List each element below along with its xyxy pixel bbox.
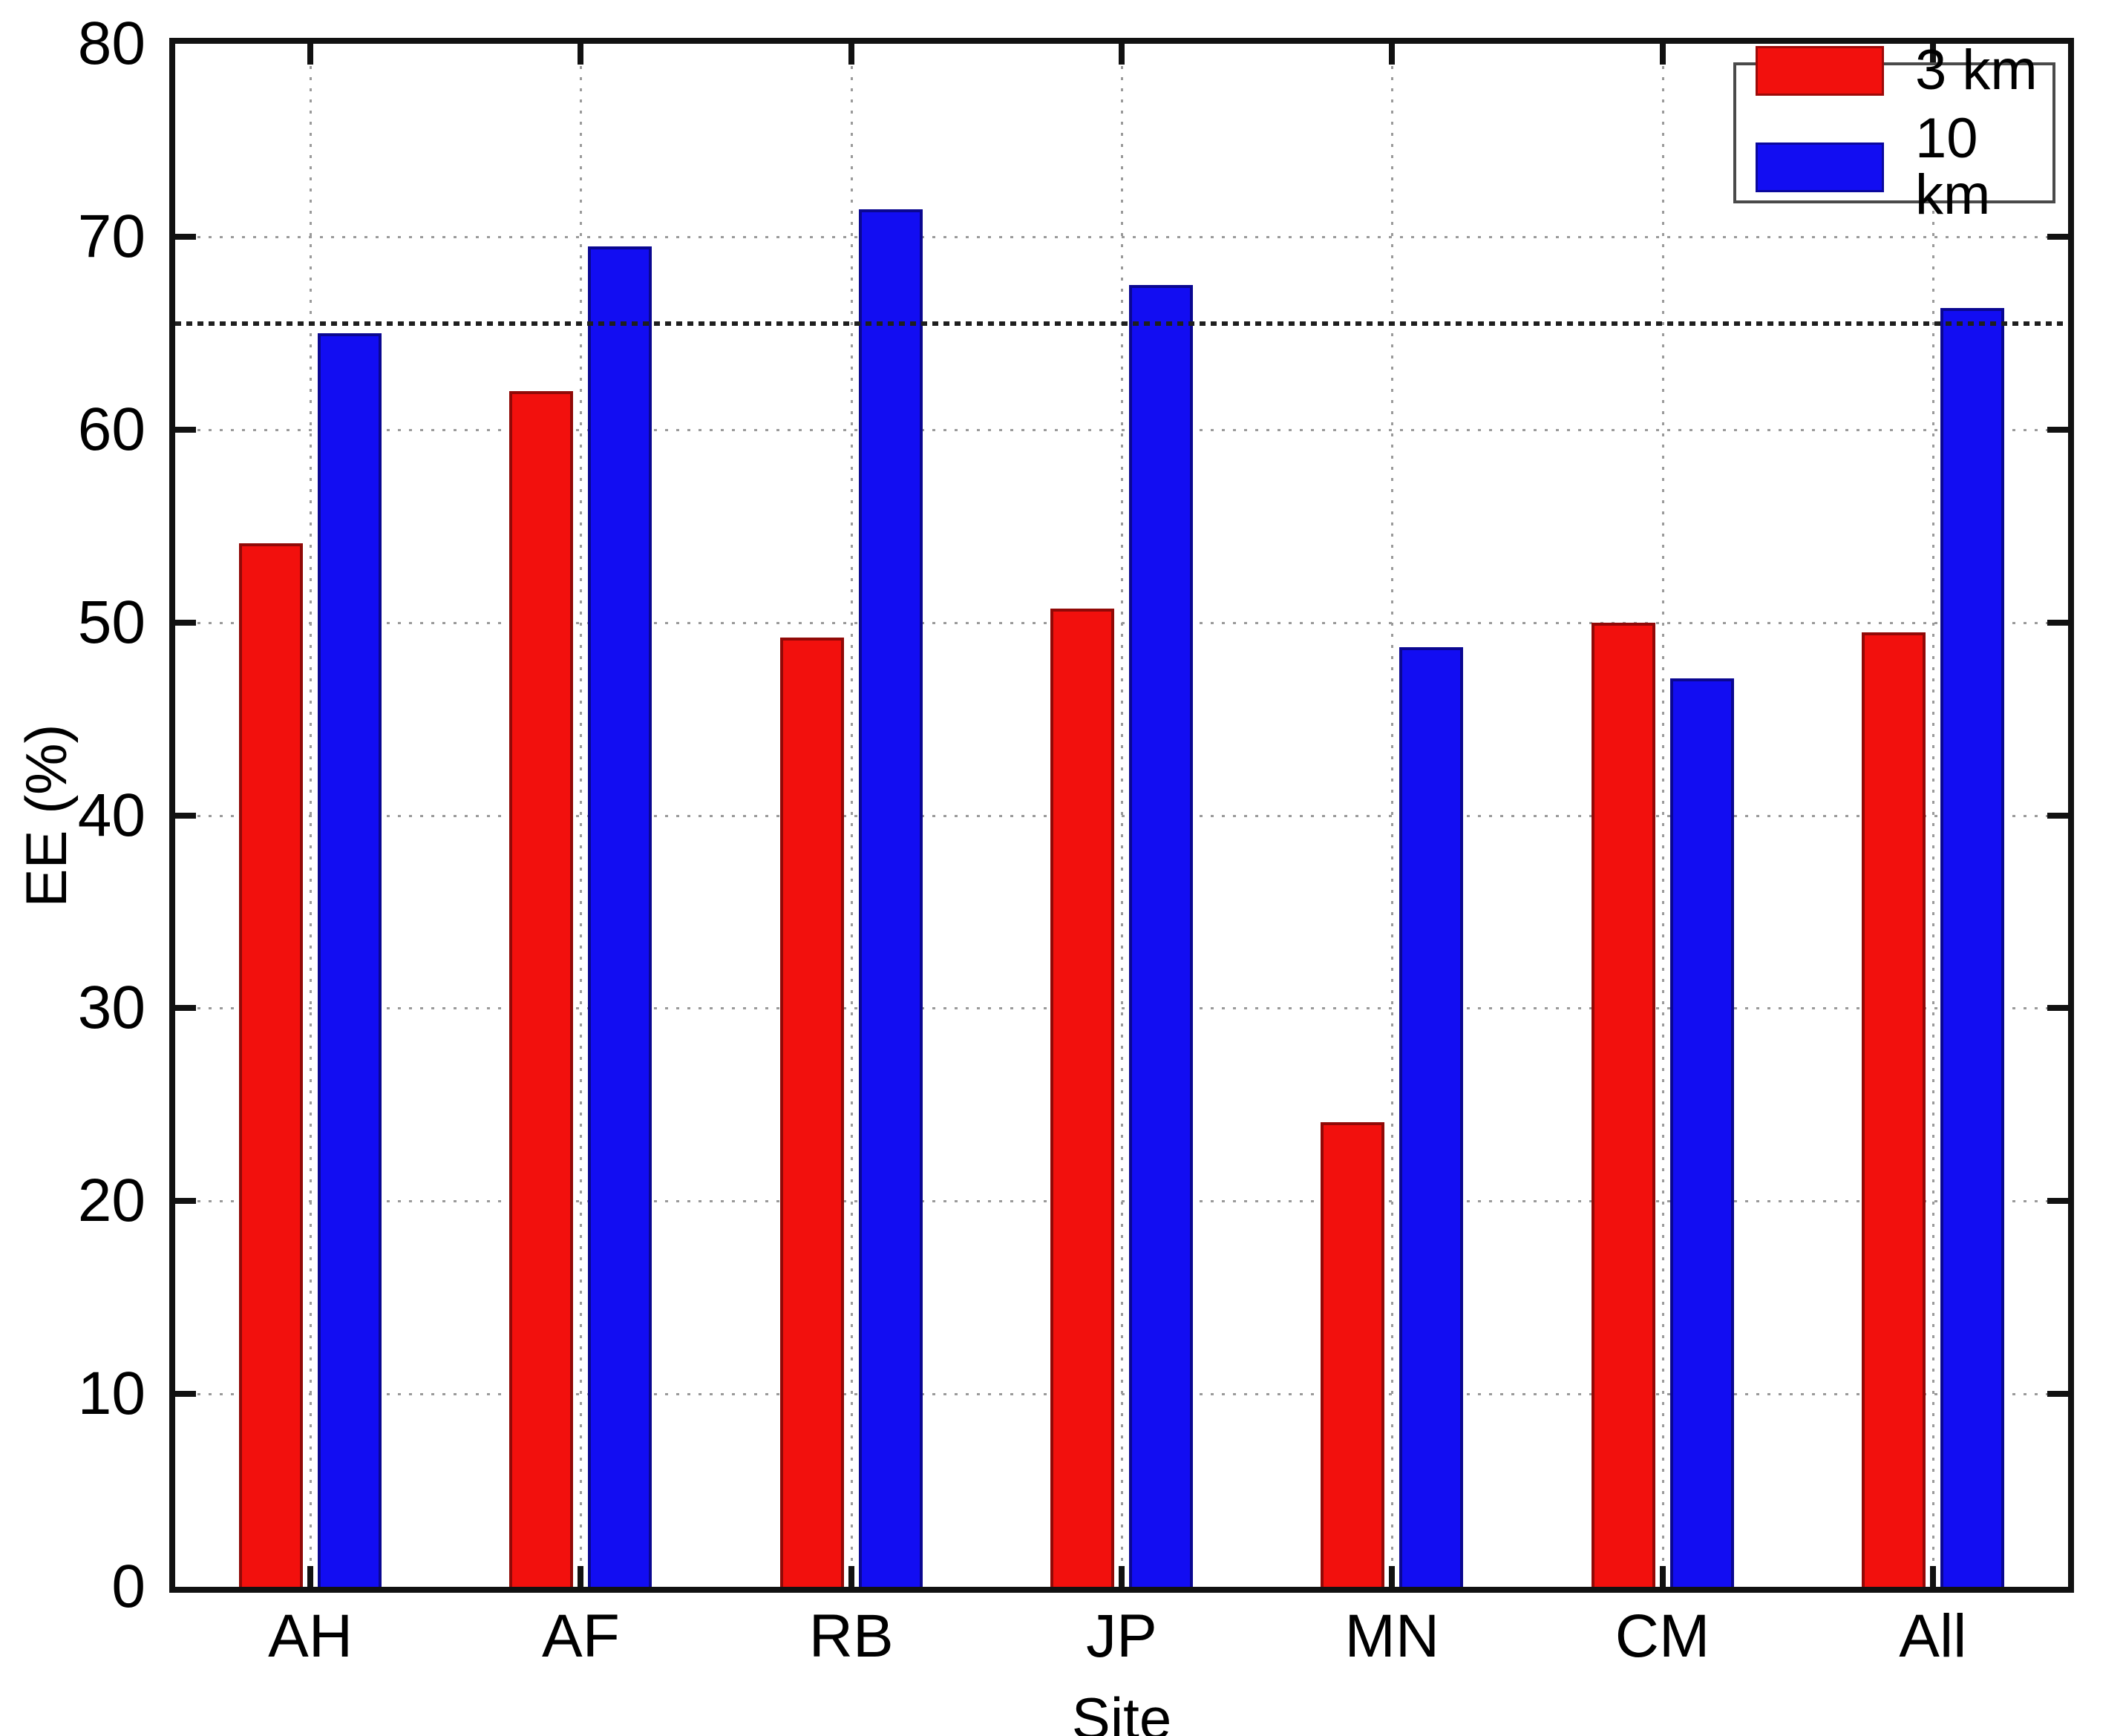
y-tick-right (2047, 1198, 2068, 1205)
y-tick-right (2047, 619, 2068, 626)
x-tick-label: AH (268, 1602, 353, 1670)
x-tick-top (1659, 44, 1666, 65)
bar-3km-jp (1050, 609, 1114, 1587)
y-tick-right (2047, 812, 2068, 819)
x-tick-bottom (1659, 1566, 1666, 1587)
y-tick-label: 20 (77, 1167, 145, 1235)
legend-label-10km: 10 km (1915, 107, 1991, 226)
legend-swatch-10km (1756, 142, 1884, 192)
y-tick-label: 50 (77, 588, 145, 656)
bar-10km-mn (1399, 647, 1464, 1587)
y-tick-right (2047, 1391, 2068, 1398)
x-tick-label: AF (542, 1602, 620, 1670)
x-tick-bottom (307, 1566, 314, 1587)
y-tick-label: 10 (77, 1360, 145, 1428)
x-tick-top (1119, 44, 1125, 65)
x-tick-label: RB (808, 1602, 894, 1670)
v-gridline (1931, 44, 1934, 1587)
bar-10km-ah (318, 333, 382, 1587)
legend-swatch-3km (1756, 45, 1884, 96)
bar-3km-af (509, 390, 574, 1587)
x-tick-bottom (1929, 1566, 1936, 1587)
bar-10km-af (588, 246, 652, 1587)
bar-3km-cm (1591, 622, 1655, 1587)
legend: 3 km 10 km (1733, 42, 2055, 223)
x-tick-label: MN (1344, 1602, 1440, 1670)
y-tick-left (175, 619, 196, 626)
x-tick-label: CM (1615, 1602, 1710, 1670)
x-tick-bottom (578, 1566, 584, 1587)
x-tick-top (1929, 44, 1936, 65)
plot-area: 3 km 10 km (169, 38, 2074, 1593)
y-tick-label: 40 (77, 781, 145, 849)
y-tick-label: 30 (77, 974, 145, 1042)
y-tick-left (175, 1198, 196, 1205)
y-tick-label: 70 (77, 202, 145, 270)
bar-3km-mn (1321, 1121, 1385, 1587)
y-tick-left (175, 233, 196, 240)
bar-10km-rb (858, 209, 923, 1587)
y-tick-label: 0 (111, 1553, 145, 1620)
bar-3km-rb (779, 638, 844, 1587)
bar-10km-all (1940, 308, 2004, 1587)
legend-label-3km: 3 km (1915, 39, 2038, 102)
y-tick-label: 80 (77, 10, 145, 77)
legend-entry-10km: 10 km (1756, 111, 2052, 223)
bar-3km-ah (239, 543, 304, 1587)
y-tick-right (2047, 1005, 2068, 1012)
x-axis-title: Site (1071, 1686, 1172, 1736)
x-tick-top (578, 44, 584, 65)
x-tick-bottom (1119, 1566, 1125, 1587)
y-tick-right (2047, 426, 2068, 433)
reference-line (175, 321, 2068, 326)
x-tick-bottom (1389, 1566, 1396, 1587)
v-gridline (850, 44, 853, 1587)
x-tick-top (307, 44, 314, 65)
v-gridline (1121, 44, 1123, 1587)
y-tick-left (175, 426, 196, 433)
v-gridline (1661, 44, 1664, 1587)
x-tick-label: JP (1086, 1602, 1157, 1670)
x-tick-label: All (1899, 1602, 1967, 1670)
y-tick-left (175, 812, 196, 819)
bar-10km-jp (1129, 284, 1193, 1587)
x-tick-bottom (848, 1566, 854, 1587)
v-gridline (1391, 44, 1394, 1587)
legend-entry-3km: 3 km (1756, 42, 2052, 99)
y-tick-right (2047, 233, 2068, 240)
x-tick-top (848, 44, 854, 65)
y-tick-left (175, 1391, 196, 1398)
y-tick-label: 60 (77, 395, 145, 463)
bar-10km-cm (1669, 678, 1734, 1587)
v-gridline (580, 44, 583, 1587)
v-gridline (310, 44, 313, 1587)
bar-3km-all (1861, 632, 1926, 1587)
x-tick-top (1389, 44, 1396, 65)
y-tick-left (175, 1005, 196, 1012)
